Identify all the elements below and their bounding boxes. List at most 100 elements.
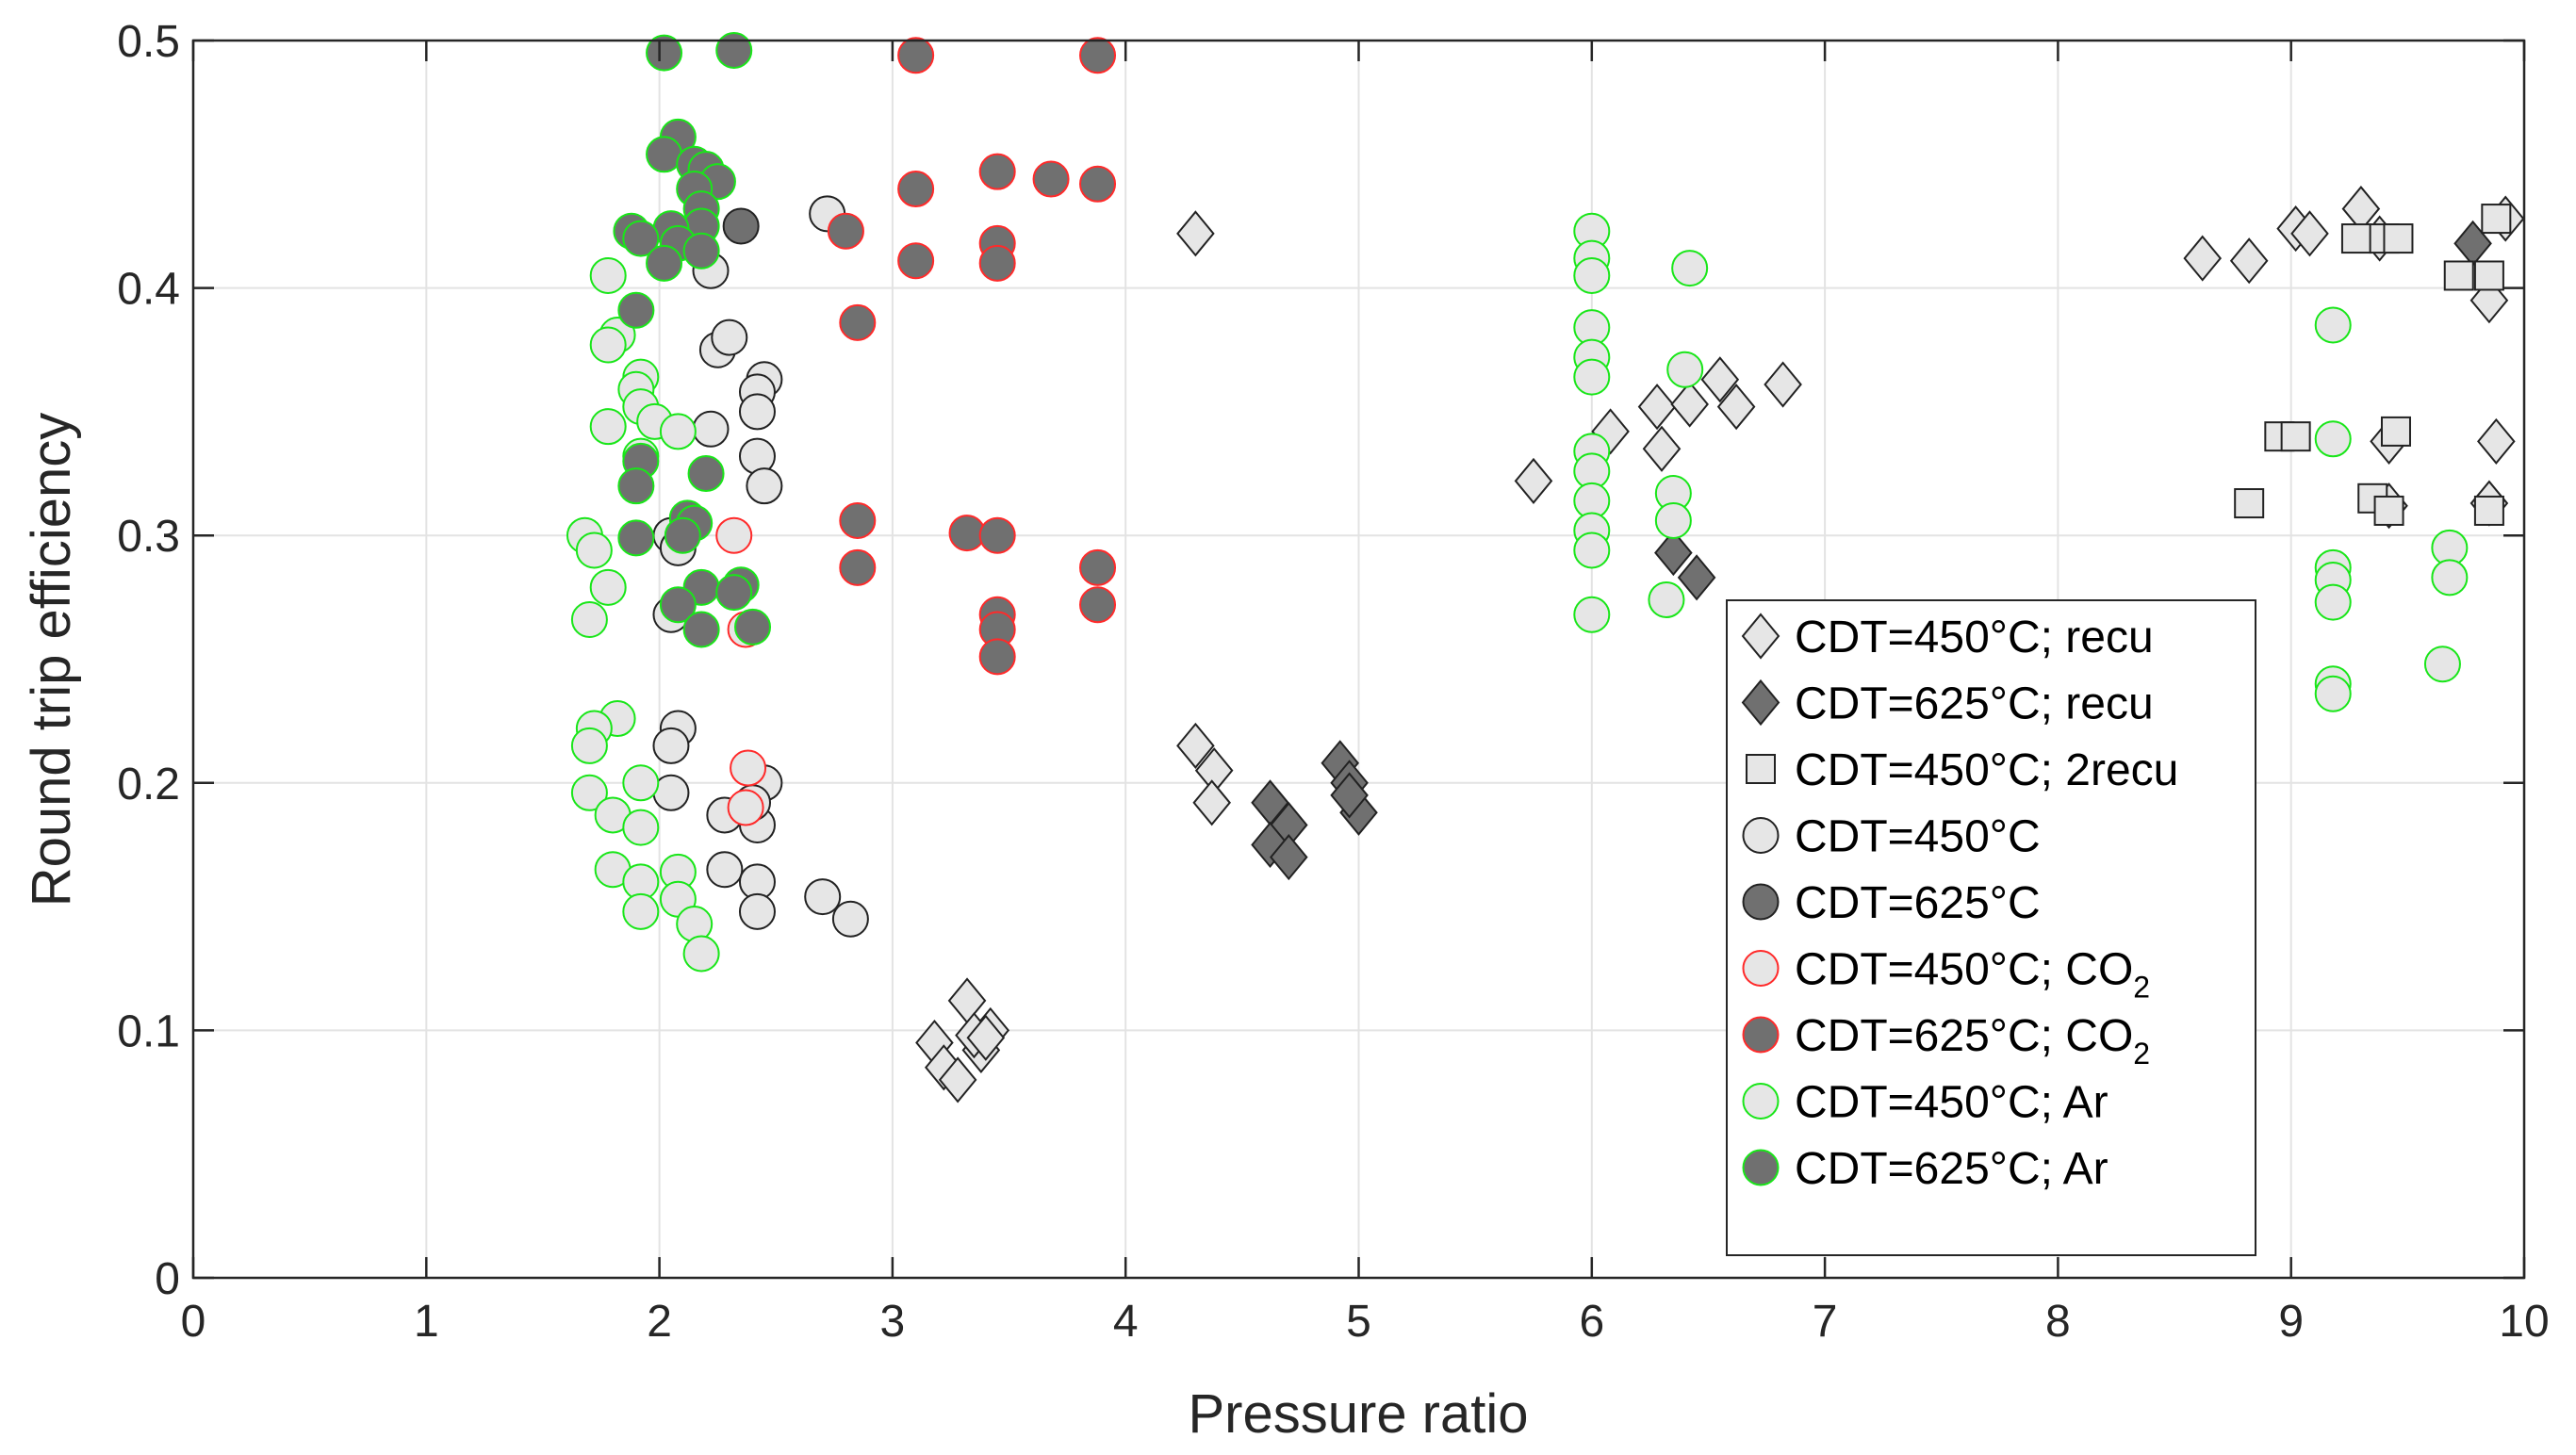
data-point xyxy=(570,600,608,638)
data-point xyxy=(1642,425,1682,472)
data-point xyxy=(711,319,748,356)
data-point xyxy=(715,32,753,70)
data-point xyxy=(646,34,683,72)
data-point xyxy=(978,516,1016,554)
data-point xyxy=(1666,351,1704,388)
data-point xyxy=(2473,260,2504,291)
x-tick-label: 3 xyxy=(880,1297,906,1347)
legend-item: CDT=625°C; recu xyxy=(1741,679,2154,729)
data-point xyxy=(839,548,877,586)
legend-box xyxy=(1726,599,2256,1256)
series-6 xyxy=(827,37,1117,676)
series-8 xyxy=(613,32,772,648)
series-2 xyxy=(2234,204,2512,526)
data-point xyxy=(978,153,1016,190)
legend-item: CDT=450°C; CO2 xyxy=(1742,945,2150,1005)
y-tick-label: 0 xyxy=(155,1254,180,1304)
data-point xyxy=(897,37,935,74)
legend: CDT=450°C; recu CDT=625°C; recu CDT=450°C;… xyxy=(1726,599,2256,1256)
legend-item: CDT=625°C; CO2 xyxy=(1742,1011,2150,1071)
data-point xyxy=(622,892,660,930)
y-tick-label: 0.4 xyxy=(117,265,180,315)
y-tick-label: 0.5 xyxy=(117,17,180,67)
data-point xyxy=(1079,165,1117,203)
x-tick-label: 9 xyxy=(2278,1297,2304,1347)
data-point xyxy=(804,878,842,916)
data-point xyxy=(570,727,608,764)
legend-label: CDT=625°C xyxy=(1795,878,2041,928)
data-point xyxy=(727,789,764,826)
x-tick-label: 0 xyxy=(181,1297,206,1347)
data-point xyxy=(2183,235,2223,282)
x-tick-label: 5 xyxy=(1346,1297,1371,1347)
data-point xyxy=(617,519,655,557)
legend-label: CDT=450°C; recu xyxy=(1795,613,2154,662)
x-tick-label: 6 xyxy=(1579,1297,1604,1347)
data-point xyxy=(622,809,660,846)
legend-label-text: CDT=625°C; CO xyxy=(1795,1011,2133,1061)
data-point xyxy=(1648,580,1685,618)
y-axis-label: Round trip efficiency xyxy=(21,413,82,907)
data-point xyxy=(682,611,720,648)
legend-marker xyxy=(1742,1083,1780,1120)
data-point xyxy=(2314,675,2352,712)
data-point xyxy=(2373,495,2404,526)
data-point xyxy=(652,727,690,764)
data-point xyxy=(2477,417,2516,465)
data-point xyxy=(570,774,608,811)
x-axis-ticks: 0 1 2 3 4 5 6 7 8 9 10 xyxy=(181,41,2550,1347)
data-point xyxy=(1176,210,1215,257)
data-point xyxy=(682,935,720,973)
legend-item: CDT=625°C; Ar xyxy=(1742,1144,2108,1194)
legend-label-text: CDT=625°C; Ar xyxy=(1795,1144,2108,1194)
legend-item: CDT=450°C xyxy=(1742,812,2041,862)
y-tick-label: 0.1 xyxy=(117,1006,180,1056)
data-point xyxy=(2280,421,2311,452)
x-tick-label: 1 xyxy=(414,1297,439,1347)
x-tick-label: 7 xyxy=(1813,1297,1838,1347)
legend-label-text: CDT=450°C; 2recu xyxy=(1795,745,2178,795)
data-point xyxy=(2314,420,2352,458)
x-axis-label: Pressure ratio xyxy=(1188,1383,1528,1445)
legend-marker xyxy=(1742,950,1780,987)
legend-marker xyxy=(1741,613,1780,660)
legend-label-text: CDT=625°C; recu xyxy=(1795,679,2154,729)
data-point xyxy=(2380,416,2411,447)
data-point xyxy=(1573,596,1611,633)
data-point xyxy=(2431,559,2469,597)
x-tick-label: 8 xyxy=(2045,1297,2071,1347)
data-point xyxy=(839,501,877,539)
data-point xyxy=(575,531,613,569)
data-point xyxy=(1079,586,1117,624)
data-point xyxy=(1573,531,1611,569)
data-point xyxy=(1654,501,1692,539)
data-point xyxy=(839,303,877,341)
data-point xyxy=(978,638,1016,676)
data-point xyxy=(2314,306,2352,344)
legend-marker xyxy=(1746,754,1776,784)
legend-marker xyxy=(1742,1016,1780,1054)
data-point xyxy=(897,171,935,208)
data-point xyxy=(1764,361,1802,408)
data-point xyxy=(622,220,660,257)
legend-label-text: CDT=625°C xyxy=(1795,878,2041,928)
data-point xyxy=(589,256,627,294)
legend-label-subscript: 2 xyxy=(2133,971,2150,1005)
data-point xyxy=(738,892,776,930)
data-point xyxy=(1654,530,1693,577)
data-point xyxy=(659,413,697,450)
data-point xyxy=(1514,457,1553,504)
y-tick-label: 0.2 xyxy=(117,760,180,809)
legend-label: CDT=450°C xyxy=(1795,812,2041,862)
data-point xyxy=(1700,356,1740,403)
data-point xyxy=(1079,548,1117,586)
legend-label: CDT=625°C; CO2 xyxy=(1795,1011,2150,1071)
data-point xyxy=(2234,488,2265,519)
data-point xyxy=(617,291,655,329)
legend-label-text: CDT=450°C; CO xyxy=(1795,945,2133,995)
data-point xyxy=(2290,210,2329,257)
data-point xyxy=(687,455,725,493)
data-point xyxy=(1079,37,1117,74)
legend-marker xyxy=(1742,883,1780,921)
data-point xyxy=(589,326,627,364)
